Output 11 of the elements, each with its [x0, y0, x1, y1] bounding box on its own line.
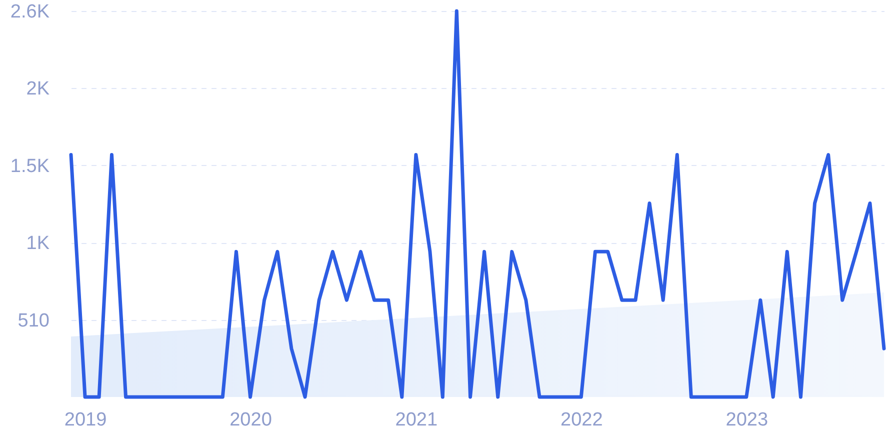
x-tick-label: 2023	[726, 410, 768, 430]
y-tick-label: 1K	[26, 233, 50, 254]
line-series	[69, 9, 886, 399]
x-tick-label: 2019	[64, 410, 107, 430]
x-tick-label: 2021	[395, 410, 438, 430]
x-tick-label: 2022	[560, 410, 603, 430]
x-tick-label: 2020	[230, 410, 272, 430]
y-tick-label: 1.5K	[10, 156, 50, 177]
y-tick-label: 510	[18, 310, 50, 332]
y-tick-label: 2K	[26, 78, 50, 100]
y-tick-label: 2.6K	[10, 2, 50, 22]
